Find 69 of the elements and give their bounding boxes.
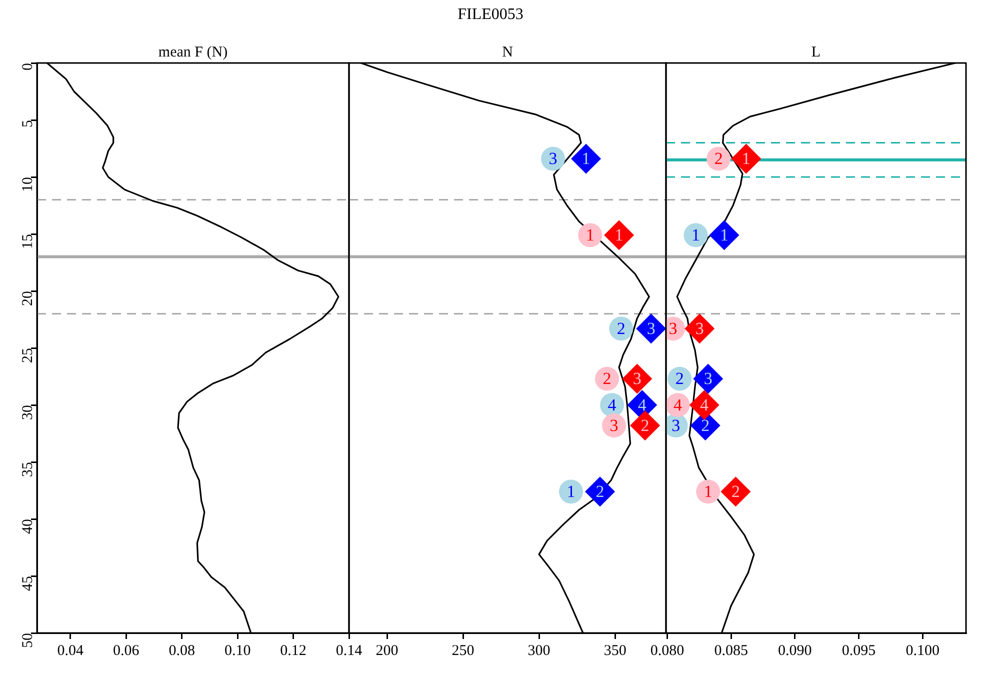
y-tick-label: 45 [20,576,36,591]
annotation: 2 [640,416,650,435]
annotation: 1 [614,226,624,245]
point [630,410,660,441]
x-axis-title: N [502,44,514,60]
y-tick-label: 35 [20,462,36,477]
annotation: 2 [596,482,604,502]
annotation: 2 [675,369,684,388]
x-axis-title: L [811,44,821,60]
point [636,314,666,344]
y-tick-label: 50 [20,633,36,648]
annotation: 3 [646,319,656,338]
annotation: 3 [610,416,618,435]
annotation: 3 [548,149,558,168]
y-tick-label: 5 [20,120,36,128]
chart-title: FILE0053 [456,6,524,24]
point [684,314,715,344]
annotation: 1 [720,226,728,245]
annotation: 3 [695,319,704,338]
annotation: 3 [704,369,712,388]
annotation: 2 [602,369,612,388]
y-tick-label: 25 [20,348,36,363]
point [571,144,602,174]
x-tick-label: 0.095 [842,642,876,659]
y-tick-label: 40 [20,519,36,534]
point [731,144,762,174]
annotation: 1 [704,482,712,502]
annotation: 3 [632,369,642,388]
annotation: 4 [608,395,617,414]
annotation: 1 [691,226,700,245]
annotation: 4 [638,395,647,414]
x-tick-label: 200 [376,642,398,659]
x-tick-label: 0.14 [336,642,363,659]
y-tick-label: 20 [20,291,36,306]
y-tick-label: 0 [20,63,36,70]
point [693,364,724,394]
annotation: 2 [616,319,626,338]
y-tick-label: 30 [20,405,36,420]
annotation: 2 [731,482,740,502]
point [604,220,634,250]
annotation: 3 [668,319,678,338]
annotation: 4 [673,395,682,414]
annotation: 1 [566,482,576,502]
point [720,476,751,507]
x-tick-label: 300 [528,642,550,659]
x-tick-label: 350 [604,642,626,659]
x-tick-label: 0.04 [57,642,84,659]
x-tick-label: 0.08 [168,642,195,659]
x-tick-label: 0.06 [113,642,140,659]
x-tick-label: 0.12 [280,642,306,659]
point [585,476,616,507]
annotation: 4 [700,395,710,414]
y-tick-label: 10 [20,177,36,192]
annotation: 1 [742,149,750,168]
y-tick-label: 15 [20,234,36,249]
annotation: 2 [714,149,723,168]
annotation: 1 [582,149,590,168]
point [622,364,652,394]
x-tick-label: 0.10 [224,642,251,659]
annotation: 2 [701,416,710,435]
x-axis-title: mean F (N) [158,44,228,60]
annotation: 1 [586,226,594,245]
x-tick-label: 0.090 [778,642,812,659]
point [709,220,740,250]
x-tick-label: 0.085 [714,642,748,659]
x-tick-label: 0.100 [906,642,940,659]
annotation: 3 [672,416,680,435]
x-tick-label: 250 [452,642,474,659]
x-tick-label: 0.080 [650,642,684,659]
